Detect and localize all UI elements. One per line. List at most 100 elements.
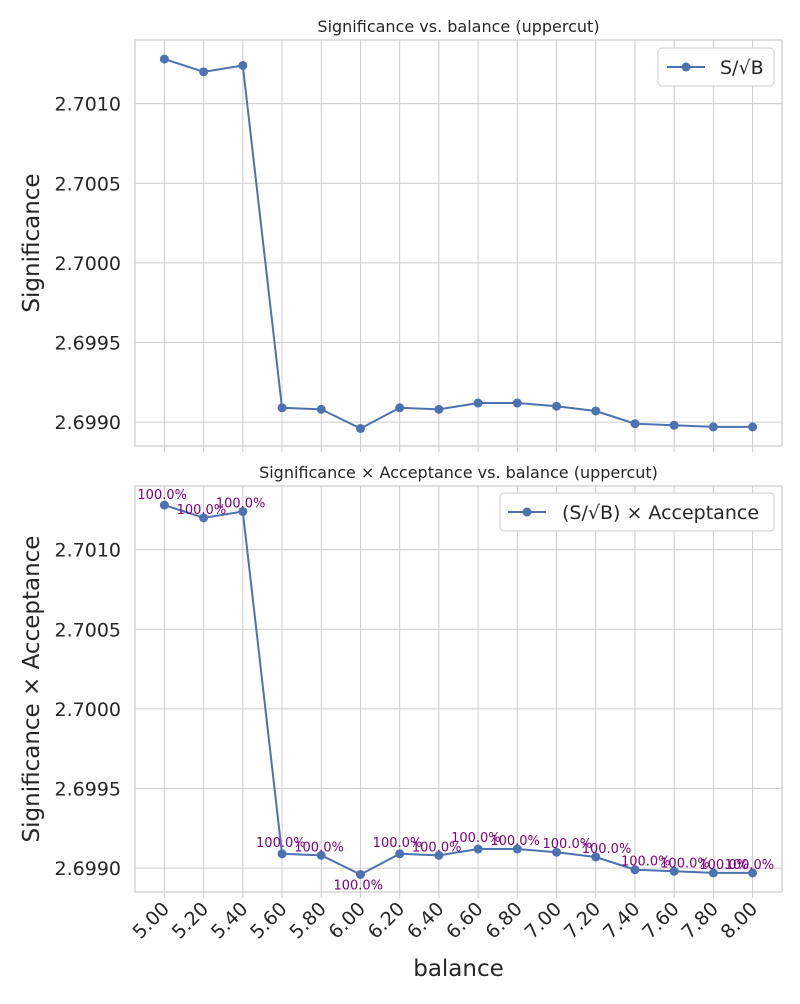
- annotations: 100.0%100.0%100.0%100.0%100.0%100.0%100.…: [137, 488, 774, 893]
- data-label: 100.0%: [699, 858, 749, 873]
- legend: S/√B: [657, 47, 775, 87]
- x-tick-label: 6.60: [442, 898, 487, 943]
- legend-marker: [681, 62, 691, 72]
- data-point: [355, 869, 365, 879]
- panel-significance: Significance vs. balance (uppercut) Sign…: [19, 17, 783, 452]
- data-label: 100.0%: [137, 488, 187, 503]
- legend-marker: [522, 507, 532, 517]
- data-point: [434, 404, 444, 414]
- x-tick-label: 5.20: [168, 898, 213, 943]
- plot-area: [134, 39, 783, 447]
- y-tick-label: 2.7000: [55, 253, 121, 275]
- x-tick-label: 5.00: [128, 898, 173, 943]
- data-point: [199, 67, 209, 77]
- x-tick-label: 5.40: [207, 898, 252, 943]
- x-axis-label: balance: [413, 956, 504, 982]
- legend-box: [499, 492, 775, 532]
- data-point: [748, 868, 758, 878]
- data-label: 100.0%: [582, 842, 632, 857]
- data-label: 100.0%: [490, 834, 540, 849]
- chart-title: Significance vs. balance (uppercut): [317, 17, 599, 36]
- data-point: [630, 865, 640, 875]
- data-point: [395, 849, 405, 859]
- x-tick-label: 7.60: [638, 898, 683, 943]
- x-tick-label: 7.00: [521, 898, 566, 943]
- data-label: 100.0%: [177, 503, 227, 518]
- y-tick-label: 2.6990: [55, 858, 121, 880]
- data-point: [708, 422, 718, 432]
- data-point: [512, 844, 522, 854]
- x-tick-label: 6.40: [403, 898, 448, 943]
- data-label: 100.0%: [373, 836, 423, 851]
- data-label: 100.0%: [451, 831, 501, 846]
- y-tick-label: 2.6995: [55, 333, 121, 355]
- x-tick-label: 7.40: [599, 898, 644, 943]
- data-point: [434, 850, 444, 860]
- data-point: [552, 401, 562, 411]
- x-tick-label: 5.80: [285, 898, 330, 943]
- y-axis-label: Significance × Acceptance: [19, 536, 45, 843]
- x-tick-label: 6.80: [481, 898, 526, 943]
- y-ticks: 2.6990 2.6995 2.7000 2.7005 2.7010: [55, 540, 121, 880]
- data-point: [669, 866, 679, 876]
- data-point: [708, 868, 718, 878]
- y-tick-label: 2.6990: [55, 412, 121, 434]
- x-tick-label: 8.00: [717, 898, 762, 943]
- x-ticks: 5.005.205.405.605.806.006.206.406.606.80…: [128, 892, 762, 943]
- series-layer: [159, 54, 758, 433]
- x-tick-label: 7.80: [677, 898, 722, 943]
- chart-title: Significance × Acceptance vs. balance (u…: [259, 463, 658, 482]
- data-label: 100.0%: [725, 858, 775, 873]
- data-label: 100.0%: [543, 837, 593, 852]
- data-point: [591, 406, 601, 416]
- data-point: [473, 844, 483, 854]
- series-layer: [159, 500, 758, 879]
- data-point: [159, 500, 169, 510]
- data-label: 100.0%: [256, 836, 306, 851]
- panel-significance-acceptance: Significance × Acceptance vs. balance (u…: [19, 463, 783, 982]
- legend: (S/√B) × Acceptance: [499, 492, 775, 532]
- y-tick-label: 2.7000: [55, 699, 121, 721]
- data-point: [199, 513, 209, 523]
- data-point: [316, 404, 326, 414]
- y-tick-label: 2.7010: [55, 540, 121, 562]
- data-point: [277, 849, 287, 859]
- y-ticks: 2.6990 2.6995 2.7000 2.7005 2.7010: [55, 94, 121, 434]
- data-label: 100.0%: [660, 856, 710, 871]
- data-point: [512, 398, 522, 408]
- x-ticks: [163, 446, 754, 452]
- y-tick-label: 2.7005: [55, 173, 121, 195]
- grid: [135, 486, 782, 892]
- series-line: [164, 58, 753, 430]
- data-label: 100.0%: [216, 496, 266, 511]
- data-point: [591, 852, 601, 862]
- y-tick-label: 2.7005: [55, 619, 121, 641]
- y-tick-label: 2.7010: [55, 94, 121, 116]
- data-point: [316, 850, 326, 860]
- x-tick-label: 6.20: [364, 898, 409, 943]
- x-tick-label: 5.60: [246, 898, 291, 943]
- legend-box: [657, 47, 775, 87]
- data-label: 100.0%: [294, 840, 344, 855]
- data-point: [630, 419, 640, 429]
- data-point: [238, 60, 248, 70]
- data-point: [748, 422, 758, 432]
- data-point: [395, 403, 405, 413]
- y-axis-label: Significance: [19, 173, 45, 312]
- data-label: 100.0%: [333, 878, 383, 893]
- grid: [135, 40, 782, 446]
- data-label: 100.0%: [412, 840, 462, 855]
- data-point: [355, 423, 365, 433]
- data-label: 100.0%: [621, 855, 671, 870]
- x-tick-label: 7.20: [560, 898, 605, 943]
- legend-label: S/√B: [720, 57, 764, 79]
- series-line: [164, 504, 753, 876]
- data-point: [669, 420, 679, 430]
- data-point: [238, 506, 248, 516]
- data-point: [552, 847, 562, 857]
- data-point: [473, 398, 483, 408]
- data-point: [277, 403, 287, 413]
- data-point: [159, 54, 169, 64]
- legend-label: (S/√B) × Acceptance: [562, 502, 759, 524]
